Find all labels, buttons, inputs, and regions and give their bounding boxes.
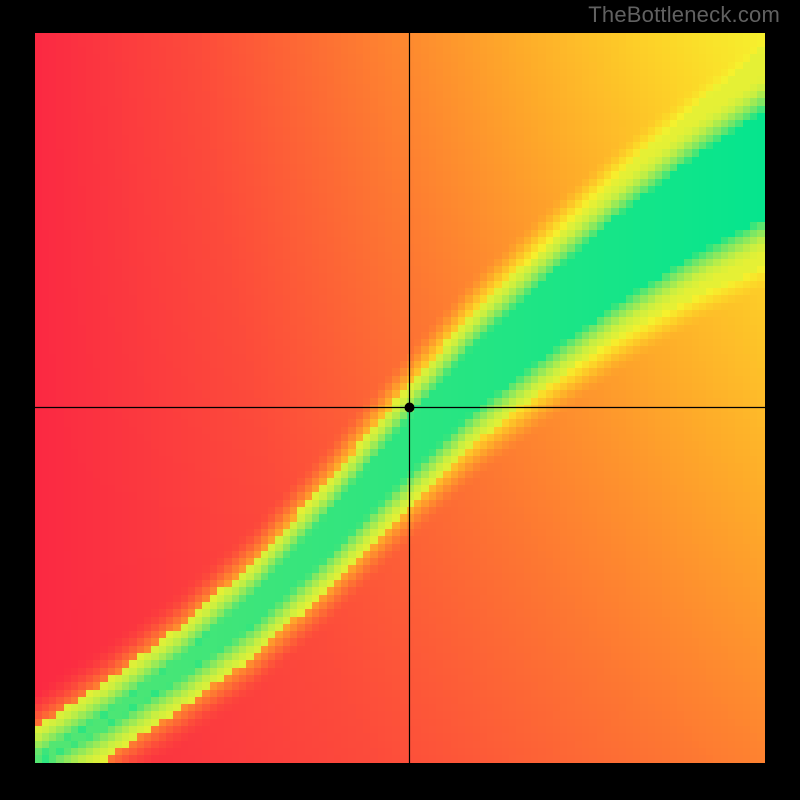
heatmap-canvas (35, 33, 765, 763)
plot-area (35, 33, 765, 763)
watermark-text: TheBottleneck.com (588, 2, 780, 28)
chart-container: TheBottleneck.com (0, 0, 800, 800)
